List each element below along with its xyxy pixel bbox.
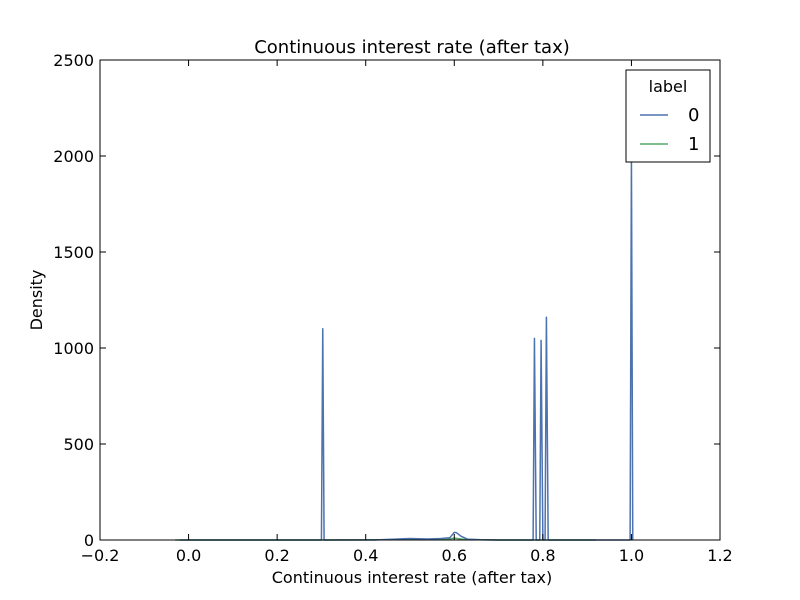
x-axis-label: Continuous interest rate (after tax) (272, 568, 552, 587)
x-tick-label: 0.8 (530, 546, 555, 565)
ticks-layer: −0.2 0.0 0.2 0.4 0.6 0.8 1.0 1.2 0 500 1000 1500 200… (53, 51, 732, 565)
legend: label 0 1 (625, 69, 711, 163)
y-tick-label: 1500 (53, 243, 94, 262)
y-tick-label: 1000 (53, 339, 94, 358)
plot-frame (99, 59, 721, 541)
y-tick-label: 500 (63, 435, 94, 454)
x-tick-label: 0.2 (264, 546, 289, 565)
x-tick-label: 0.0 (176, 546, 201, 565)
legend-label-1: 1 (688, 134, 699, 155)
y-tick-label: 0 (84, 531, 94, 550)
x-tick-label: −0.2 (81, 546, 120, 565)
x-tick-label: 0.6 (442, 546, 467, 565)
y-axis-label: Density (27, 270, 46, 331)
chart-title: Continuous interest rate (after tax) (254, 37, 570, 58)
y-tick-label: 2500 (53, 51, 94, 70)
y-tick-label: 2000 (53, 147, 94, 166)
legend-box (625, 69, 711, 163)
x-tick-label: 1.0 (619, 546, 644, 565)
x-tick-label: 1.2 (707, 546, 732, 565)
legend-label-0: 0 (688, 105, 699, 126)
legend-title: label (649, 77, 688, 96)
x-tick-label: 0.4 (353, 546, 378, 565)
